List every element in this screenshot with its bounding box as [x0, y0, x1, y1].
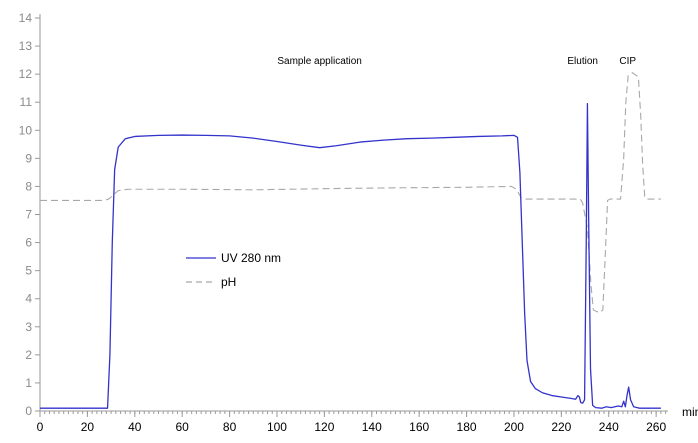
y-tick-label: 8 [25, 179, 32, 193]
x-tick-label: 0 [37, 420, 44, 434]
x-tick-label: 20 [81, 420, 95, 434]
x-tick-label: 160 [409, 420, 429, 434]
x-tick-label: 260 [646, 420, 666, 434]
x-tick-label: 220 [551, 420, 571, 434]
y-tick-label: 13 [19, 39, 33, 53]
x-tick-label: 40 [128, 420, 142, 434]
y-tick-label: 0 [25, 404, 32, 418]
y-tick-label: 5 [25, 264, 32, 278]
legend-label-ph: pH [221, 275, 236, 289]
x-tick-label: 180 [457, 420, 477, 434]
x-tick-label: 240 [599, 420, 619, 434]
y-tick-label: 2 [25, 348, 32, 362]
legend: UV 280 nm pH [186, 251, 281, 289]
y-tick-label: 10 [19, 123, 33, 137]
annotation-label: Sample application [277, 56, 362, 67]
x-tick-label: 100 [267, 420, 287, 434]
annotation-label: CIP [619, 56, 636, 67]
y-tick-label: 11 [20, 95, 33, 109]
y-tick-label: 4 [25, 292, 32, 306]
y-tick-label: 3 [25, 320, 32, 334]
annotation-label: Elution [567, 56, 598, 67]
x-tick-label: 120 [314, 420, 334, 434]
y-tick-label: 9 [25, 151, 32, 165]
x-axis-unit: min [682, 405, 698, 419]
x-tick-label: 60 [176, 420, 190, 434]
x-tick-label: 140 [362, 420, 382, 434]
legend-label-uv: UV 280 nm [221, 251, 281, 265]
x-tick-label: 200 [504, 420, 524, 434]
y-tick-label: 7 [25, 208, 32, 222]
annotations: Sample application Elution CIP [277, 56, 636, 67]
x-axis-ticks: 0 20 40 60 80 100 120 140 160 180 200 220 240 260 [37, 411, 666, 434]
y-tick-label: 14 [19, 11, 33, 25]
y-tick-label: 12 [19, 67, 33, 81]
y-tick-label: 6 [25, 236, 32, 250]
y-tick-label: 1 [25, 376, 32, 390]
x-tick-label: 80 [223, 420, 237, 434]
series-layer [40, 72, 661, 409]
series-line-uv [40, 102, 661, 409]
series-line-ph [40, 72, 661, 314]
